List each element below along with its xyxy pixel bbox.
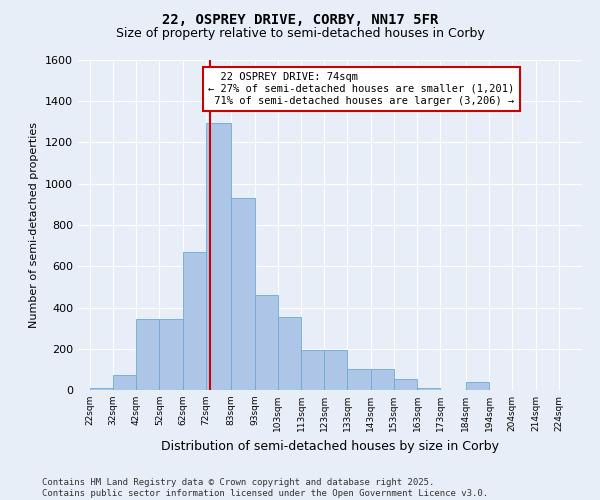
- Bar: [89, 388, 113, 390]
- Bar: [278, 317, 301, 390]
- Bar: [347, 370, 371, 390]
- Bar: [371, 370, 394, 390]
- Text: 22, OSPREY DRIVE, CORBY, NN17 5FR: 22, OSPREY DRIVE, CORBY, NN17 5FR: [162, 12, 438, 26]
- Bar: [417, 388, 440, 390]
- Y-axis label: Number of semi-detached properties: Number of semi-detached properties: [29, 122, 40, 328]
- Text: Contains HM Land Registry data © Crown copyright and database right 2025.
Contai: Contains HM Land Registry data © Crown c…: [42, 478, 488, 498]
- Bar: [254, 295, 278, 390]
- Text: 22 OSPREY DRIVE: 74sqm
← 27% of semi-detached houses are smaller (1,201)
 71% of: 22 OSPREY DRIVE: 74sqm ← 27% of semi-det…: [208, 72, 514, 106]
- Bar: [159, 319, 182, 390]
- Bar: [301, 350, 324, 390]
- Bar: [113, 374, 136, 390]
- Text: Size of property relative to semi-detached houses in Corby: Size of property relative to semi-detach…: [116, 28, 484, 40]
- Bar: [182, 252, 206, 390]
- Bar: [136, 319, 159, 390]
- Bar: [394, 378, 417, 390]
- Bar: [231, 198, 254, 390]
- Bar: [466, 382, 489, 390]
- Bar: [206, 123, 231, 390]
- X-axis label: Distribution of semi-detached houses by size in Corby: Distribution of semi-detached houses by …: [161, 440, 499, 452]
- Bar: [324, 350, 347, 390]
